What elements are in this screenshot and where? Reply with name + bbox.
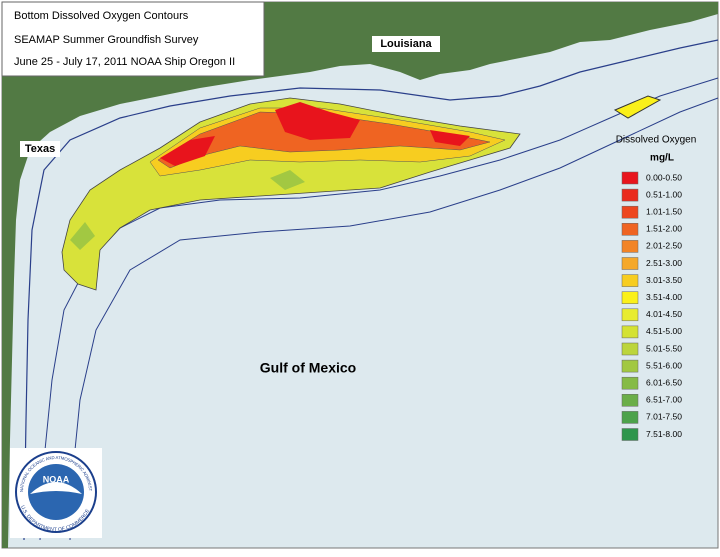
legend-title: Dissolved Oxygen — [616, 135, 697, 146]
legend-swatch — [621, 188, 639, 202]
legend-swatch — [621, 274, 639, 287]
place-label: Louisiana — [380, 38, 432, 50]
logo-gull — [30, 482, 82, 494]
header-line: June 25 - July 17, 2011 NOAA Ship Oregon… — [14, 56, 235, 68]
depth-contour — [69, 97, 719, 541]
hypoxia-zone — [70, 170, 305, 250]
legend-label: 1.01-1.50 — [646, 206, 682, 216]
legend-swatch — [621, 342, 639, 356]
logo-text: NOAA — [43, 474, 70, 484]
legend-label: 4.01-4.50 — [646, 309, 682, 319]
legend-label: 4.51-5.00 — [646, 326, 682, 336]
survey-block — [613, 95, 662, 119]
place-label: Gulf of Mexico — [260, 360, 356, 376]
legend-label: 7.01-7.50 — [646, 412, 682, 422]
legend-swatch — [621, 308, 639, 322]
legend-label: 0.00-0.50 — [646, 172, 682, 182]
depth-contour — [39, 77, 719, 541]
label-box — [372, 36, 440, 52]
legend-label: 5.51-6.00 — [646, 360, 682, 370]
legend-label: 5.01-5.50 — [646, 343, 682, 353]
legend-label: 6.51-7.00 — [646, 395, 682, 405]
legend-swatch — [621, 223, 639, 236]
label-box — [20, 141, 60, 157]
legend: 0.00-0.50 0.51-1.00 1.01-1.50 1.51-2.00 2.01… — [621, 171, 682, 441]
legend-label: 2.51-3.00 — [646, 258, 682, 268]
legend-swatch — [621, 428, 639, 441]
legend-swatch — [621, 325, 639, 339]
legend-swatch — [621, 240, 639, 253]
legend-unit: mg/L — [650, 153, 674, 164]
legend-swatch — [621, 411, 639, 424]
header-box — [1, 1, 265, 77]
legend-label: 3.01-3.50 — [646, 275, 682, 285]
legend-label: 2.01-2.50 — [646, 241, 682, 251]
legend-swatch — [621, 291, 639, 304]
legend-swatch — [621, 359, 639, 373]
legend-swatch — [621, 394, 639, 407]
coast-shelf — [23, 39, 719, 541]
hypoxia-zone — [160, 102, 470, 166]
legend-label: 6.01-6.50 — [646, 377, 682, 387]
header-line: SEAMAP Summer Groundfish Survey — [14, 34, 199, 46]
legend-label: 7.51-8.00 — [646, 429, 682, 439]
legend-swatch — [621, 376, 639, 390]
legend-label: 0.51-1.00 — [646, 189, 682, 199]
legend-label: 1.51-2.00 — [646, 224, 682, 234]
logo-disc — [28, 464, 84, 520]
legend-swatch — [621, 257, 639, 270]
place-label: Texas — [25, 143, 55, 155]
legend-swatch — [621, 205, 639, 219]
legend-swatch — [621, 171, 639, 185]
header-line: Bottom Dissolved Oxygen Contours — [14, 10, 189, 22]
legend-label: 3.51-4.00 — [646, 292, 682, 302]
